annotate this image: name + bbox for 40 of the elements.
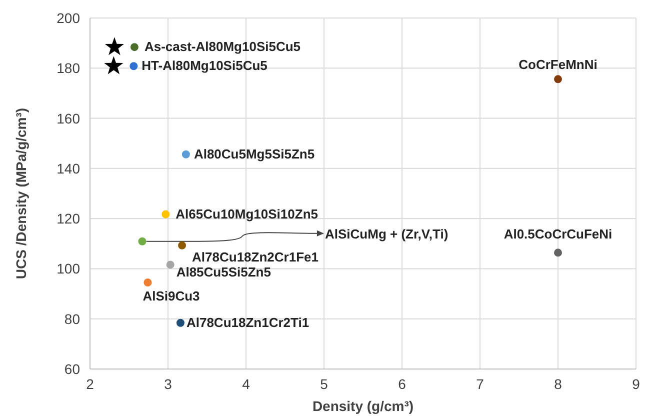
point	[166, 260, 174, 269]
series-label: As-cast-Al80Mg10Si5Cu5	[144, 39, 301, 54]
series-label: Al0.5CoCrCuFeNi	[504, 226, 612, 242]
y-tick-label: 60	[64, 361, 80, 377]
series-label: HT-Al80Mg10Si5Cu5	[142, 58, 268, 74]
point	[162, 210, 170, 218]
point	[182, 150, 190, 158]
series-label: Al85Cu5Si5Zn5	[176, 264, 271, 280]
x-tick-label: 3	[164, 376, 172, 392]
series-label: Al65Cu10Mg10Si10Zn5	[176, 206, 318, 222]
point	[138, 237, 146, 246]
point	[130, 62, 138, 70]
point	[554, 248, 562, 257]
point	[178, 241, 186, 250]
y-tick-label: 180	[56, 60, 80, 76]
x-tick-label: 8	[554, 376, 562, 392]
x-tick-label: 5	[320, 376, 328, 392]
y-tick-label: 120	[56, 210, 80, 227]
series-label: Al78Cu18Zn2Cr1Fe1	[192, 249, 318, 264]
series-label: CoCrFeMnNi	[518, 57, 598, 72]
y-axis-title: UCS /Density (MPa/g/cm³)	[13, 108, 29, 280]
y-tick-label: 140	[56, 160, 80, 176]
point	[144, 278, 152, 287]
y-tick-label: 100	[56, 260, 80, 277]
series-label: Al80Cu5Mg5Si5Zn5	[194, 146, 315, 162]
y-tick-label: 80	[64, 310, 80, 327]
y-tick-label: 200	[56, 10, 80, 26]
point	[554, 75, 562, 84]
x-tick-label: 6	[398, 376, 406, 392]
series-label: AlSi9Cu3	[142, 288, 200, 304]
text: AlSiCuMg + (Zr,V,Ti)	[325, 226, 448, 242]
series-label: Al78Cu18Zn1Cr2Ti1	[186, 314, 310, 330]
x-tick-label: 2	[86, 376, 94, 392]
point	[130, 43, 138, 52]
x-tick-label: 7	[476, 376, 484, 392]
x-axis-title: Density (g/cm³)	[312, 398, 414, 414]
point	[176, 318, 184, 327]
x-tick-label: 4	[242, 376, 250, 392]
y-tick-label: 160	[56, 110, 80, 126]
x-tick-label: 9	[632, 376, 640, 392]
